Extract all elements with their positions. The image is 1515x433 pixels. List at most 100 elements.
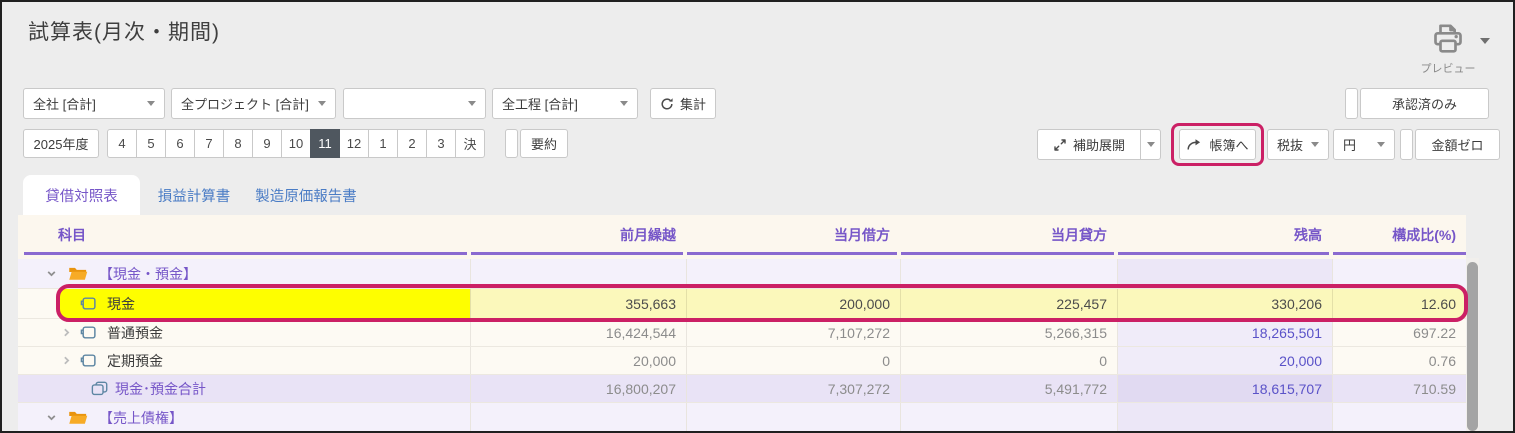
zero-amount-button[interactable]: 金額ゼロ [1415,129,1500,160]
chevron-down-icon [47,415,56,421]
to-ledger-button[interactable]: 帳簿へ [1179,129,1256,160]
month-button-9[interactable]: 9 [252,129,282,158]
print-caret-icon[interactable] [1480,38,1490,44]
refresh-icon [661,97,673,110]
subsidiary-expand-button[interactable]: 補助展開 [1037,129,1141,160]
month-button-5[interactable]: 5 [136,129,166,158]
month-button-11[interactable]: 11 [310,129,340,158]
table-body: 【現金・預金】現金 355,663 200,000 225,457 330,206 12.… [18,259,1466,431]
chevron-down-icon [147,101,155,106]
chevron-down-icon [468,101,476,106]
value-cell: 16,800,207 [470,375,686,402]
collapse-strip[interactable] [1345,88,1358,119]
column-header-ratio: 構成比(%) [1332,215,1466,255]
ledger-icon-slot [80,325,97,340]
value-cell: 330,206 [1117,289,1332,318]
balance-link[interactable]: 18,615,707 [1117,375,1332,402]
ledger-icon [80,297,96,310]
table-row[interactable]: 現金･預金合計 16,800,207 7,307,272 5,491,772 18,61… [18,375,1466,403]
column-header-credit: 当月貸方 [900,215,1117,255]
month-button-3[interactable]: 3 [426,129,456,158]
ledger-stack-icon [91,381,108,396]
tab-profit-loss[interactable]: 損益計算書 [148,175,240,215]
account-label: 【売上債権】 [99,409,183,426]
chevron-down-icon [620,101,628,106]
month-button-8[interactable]: 8 [223,129,253,158]
chevron-down-icon[interactable] [46,412,57,423]
account-label: 定期預金 [107,352,163,369]
table-row[interactable]: 現金 355,663 200,000 225,457 330,206 12.60 [18,289,1466,319]
currency-value: 円 [1343,138,1357,153]
chevron-down-icon [1146,142,1155,147]
chevron-down-icon [1377,142,1385,147]
subject-cell: 現金･預金合計 [18,375,470,402]
chevron-down-icon[interactable] [46,268,57,279]
balance-link[interactable]: 20,000 [1117,347,1332,374]
value-cell: 225,457 [900,289,1117,318]
tab-label: 損益計算書 [157,188,231,205]
company-select[interactable]: 全社 [合計] [23,88,165,119]
table-row[interactable]: 【売上債権】 [18,403,1466,431]
balance-link[interactable]: 18,265,501 [1117,319,1332,346]
printer-icon [1434,24,1462,53]
summary-button[interactable]: 要約 [520,129,568,158]
tax-mode-value: 税抜 [1277,138,1304,153]
page-title: 試算表(月次・期間) [28,21,220,44]
process-select[interactable]: 全工程 [合計] [492,88,638,119]
folder-open-icon-slot [67,266,89,281]
value-cell [686,259,900,288]
month-button-2[interactable]: 2 [397,129,427,158]
collapse-strip[interactable] [505,129,518,158]
value-cell: 12.60 [1332,289,1466,318]
column-header-subject: 科目 [18,215,470,255]
month-button-1[interactable]: 1 [368,129,398,158]
value-cell: 5,266,315 [900,319,1117,346]
blank-select[interactable] [343,88,486,119]
to-ledger-label: 帳簿へ [1209,138,1249,153]
value-cell: 0 [686,347,900,374]
subject-cell: 定期預金 [18,347,470,374]
month-button-7[interactable]: 7 [194,129,224,158]
chevron-right-icon[interactable] [61,355,72,366]
tab-balance-sheet[interactable]: 貸借対照表 [23,175,140,215]
approved-only-button[interactable]: 承認済のみ [1360,88,1489,119]
tab-manufacturing-cost[interactable]: 製造原価報告書 [245,175,367,215]
project-select[interactable]: 全プロジェクト [合計] [171,88,336,119]
header-spacer [18,255,1466,259]
value-cell: 0 [900,347,1117,374]
fiscal-year-label: 2025年度 [33,137,89,152]
value-cell [900,403,1117,431]
value-cell [1332,403,1466,431]
print-group: プレビュー [1412,18,1502,78]
month-button-6[interactable]: 6 [165,129,195,158]
account-label: 普通預金 [107,324,163,341]
value-cell: 710.59 [1332,375,1466,402]
chevron-right-icon[interactable] [61,327,72,338]
aggregate-button[interactable]: 集計 [650,88,716,119]
month-button-4[interactable]: 4 [107,129,137,158]
summary-button-label: 要約 [530,137,557,152]
month-button-12[interactable]: 12 [339,129,369,158]
tax-mode-select[interactable]: 税抜 [1267,129,1329,160]
subsidiary-expand-caret[interactable] [1140,129,1161,160]
subject-cell: 普通預金 [18,319,470,346]
project-select-value: 全プロジェクト [合計] [181,97,309,112]
table-row[interactable]: 定期預金 20,000 0 0 20,000 0.76 [18,347,1466,375]
month-button-決[interactable]: 決 [455,129,485,158]
column-header-prev-month: 前月繰越 [470,215,686,255]
account-label: 【現金・預金】 [99,265,197,282]
month-selector: 4 5 6 7 8 9 10 11 12 1 2 3 決 [107,129,485,158]
table-row[interactable]: 【現金・預金】 [18,259,1466,289]
scrollbar-thumb[interactable] [1467,262,1478,431]
ledger-icon-slot [80,353,97,368]
print-button[interactable] [1428,20,1468,60]
currency-select[interactable]: 円 [1333,129,1395,160]
value-cell: 20,000 [470,347,686,374]
ledger-icon-slot [80,296,97,311]
company-select-value: 全社 [合計] [33,97,96,112]
table-row[interactable]: 普通預金 16,424,544 7,107,272 5,266,315 18,265,5… [18,319,1466,347]
month-button-10[interactable]: 10 [281,129,311,158]
value-cell [470,259,686,288]
fiscal-year-button[interactable]: 2025年度 [23,129,99,158]
collapse-strip[interactable] [1400,129,1413,160]
